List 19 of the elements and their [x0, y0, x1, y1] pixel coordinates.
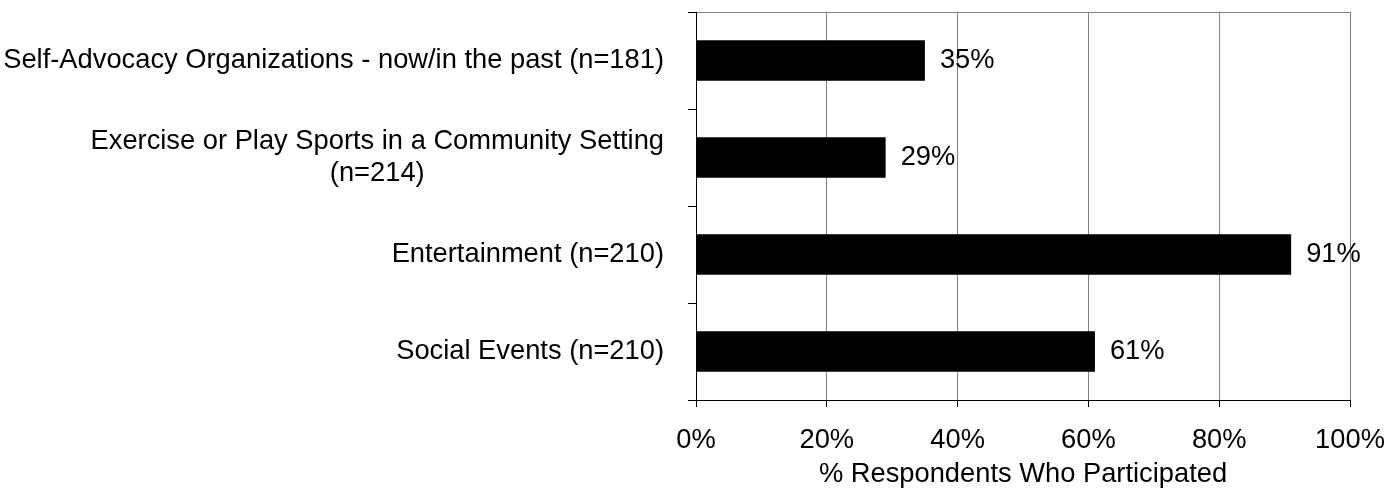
x-tick-label: 20%	[799, 422, 855, 454]
data-label: 61%	[1109, 334, 1165, 366]
y-tick-label: Self-Advocacy Organizations - now/in the past (n=181)	[3, 43, 664, 75]
x-tick-label: 100%	[1315, 422, 1385, 454]
bar	[696, 331, 1095, 372]
y-tick-label: Entertainment (n=210)	[391, 237, 664, 269]
y-tick-label: Exercise or Play Sports in a Community Setting (n=214)	[90, 124, 664, 187]
data-label: 29%	[900, 140, 956, 172]
x-axis-title: % Respondents Who Participated	[818, 457, 1228, 489]
y-tick-label: Social Events (n=210)	[396, 334, 664, 366]
x-tick-label: 0%	[676, 422, 716, 454]
x-tick-label: 80%	[1191, 422, 1247, 454]
x-tick-label: 40%	[930, 422, 985, 454]
data-label: 35%	[939, 43, 995, 75]
bar	[696, 234, 1292, 275]
bar	[696, 40, 925, 81]
bar	[696, 137, 886, 178]
x-tick-label: 60%	[1061, 422, 1116, 454]
data-label: 91%	[1306, 237, 1361, 269]
